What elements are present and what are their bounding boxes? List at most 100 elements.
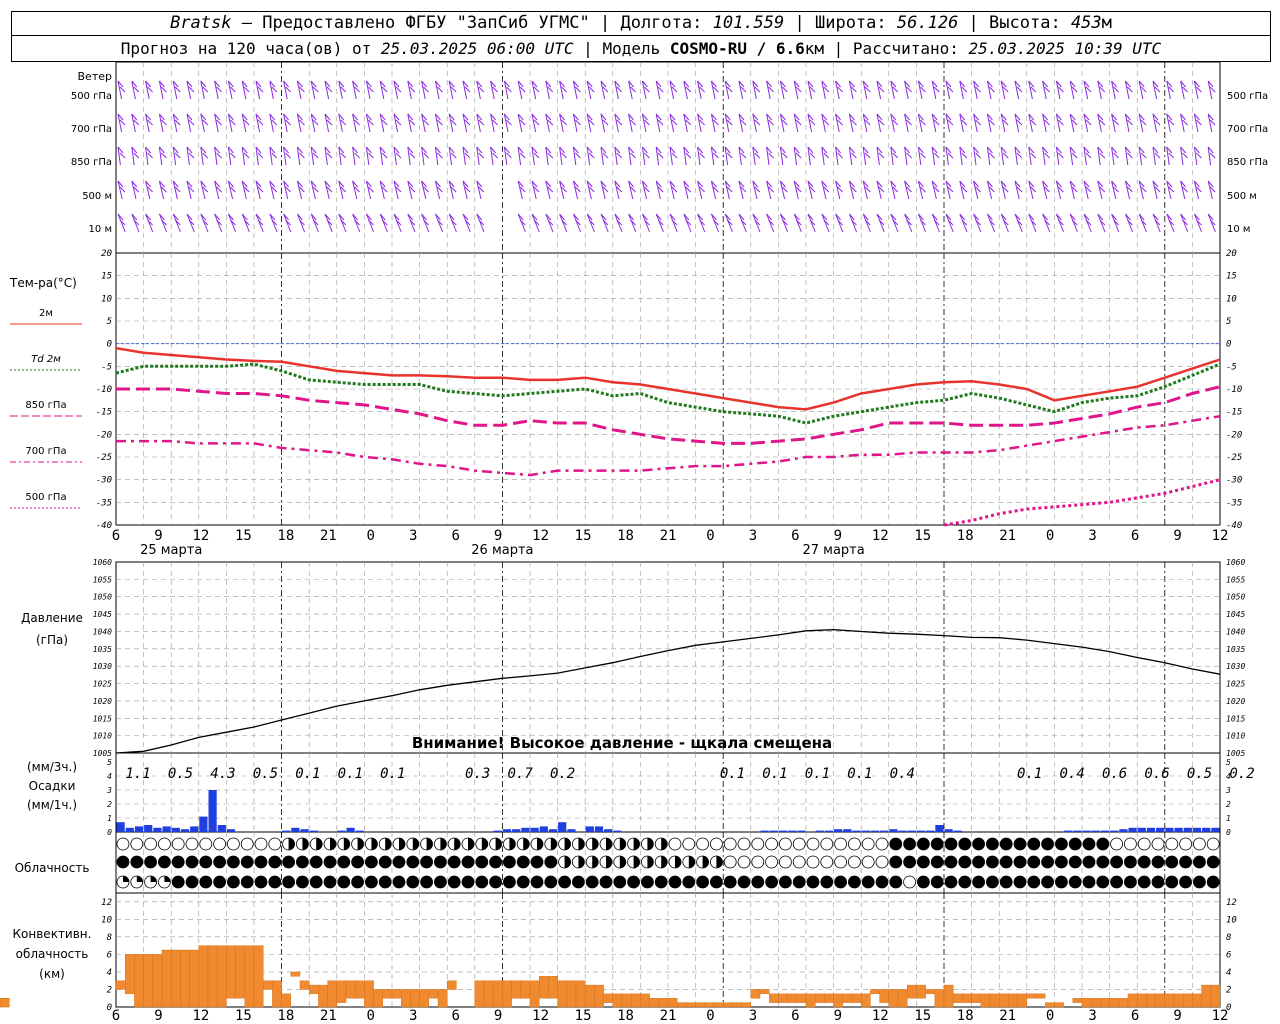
wind-barb-flag	[490, 80, 496, 88]
conv-bar	[253, 945, 264, 1008]
wind-barb-staff	[1069, 113, 1075, 133]
wind-barb-staff	[848, 113, 854, 133]
wind-barb-flag	[464, 219, 471, 226]
wind-barb-flag	[849, 146, 855, 154]
wind-barb-staff	[296, 146, 301, 166]
hour-label-bottom: 0	[706, 1008, 714, 1024]
wind-barb-flag	[368, 219, 374, 226]
wind-barb-flag	[1099, 186, 1106, 193]
wind-barb-staff	[117, 113, 123, 133]
wind-barb-flag	[228, 180, 234, 188]
wind-barb-flag	[1182, 219, 1188, 226]
wind-barb-staff	[255, 146, 259, 166]
wind-barb-staff	[1014, 113, 1020, 133]
cloud-circle	[779, 855, 792, 869]
wind-barb-staff	[379, 146, 384, 166]
wind-barb-staff	[476, 180, 482, 200]
wind-barb-flag	[616, 152, 623, 159]
precip-total: 0.3	[465, 766, 490, 782]
wind-barb-flag	[379, 213, 386, 221]
wind-barb-staff	[1193, 113, 1199, 133]
precip-total: 0.4	[890, 766, 915, 782]
wind-barb-staff	[945, 113, 951, 133]
precip-bars	[116, 790, 1220, 832]
conv-bar	[980, 993, 991, 1008]
conv-bar	[161, 949, 172, 1008]
wind-barb-staff	[296, 213, 306, 233]
press-tick: 1060	[93, 558, 112, 567]
wind-barb-staff	[145, 80, 150, 100]
wind-barb-staff	[1180, 213, 1189, 233]
cloud-half	[564, 856, 571, 868]
cloud-circle	[502, 875, 516, 889]
cloud-circle	[282, 855, 296, 869]
wind-barb-flag	[1085, 86, 1092, 93]
conv-bar	[318, 984, 328, 1008]
wind-barb-staff	[697, 213, 706, 233]
wind-barb-flag	[326, 152, 333, 159]
wind-barb-flag	[655, 80, 662, 88]
wind-barb-flag	[671, 86, 678, 93]
wind-barb-flag	[657, 86, 664, 93]
wind-barb-flag	[1194, 146, 1200, 154]
wind-barb-staff	[1000, 80, 1006, 100]
temp-tick: 15	[101, 272, 112, 282]
cloud-circle	[861, 855, 875, 869]
wind-barb-flag	[823, 152, 830, 159]
hour-label-bottom: 3	[1088, 1008, 1096, 1024]
hour-label: 0	[706, 528, 714, 544]
wind-barb-staff	[586, 146, 591, 166]
wind-barb-flag	[1154, 186, 1161, 193]
wind-barb-staff	[1083, 80, 1089, 100]
conv-bar	[916, 984, 926, 999]
conv-bar	[382, 989, 393, 999]
wind-barb-flag	[216, 186, 222, 193]
cloud-circle	[1068, 855, 1082, 869]
wind-barb-flag	[1028, 80, 1035, 88]
cloud-half	[426, 838, 433, 850]
wind-barb-flag	[517, 113, 524, 121]
wind-barb-flag	[476, 113, 483, 121]
conv-bar	[851, 993, 862, 1003]
wind-barb-flag	[575, 86, 581, 93]
wind-barb-staff	[917, 213, 927, 233]
conv-bar	[483, 980, 494, 1008]
cloud-circle	[696, 875, 709, 889]
cloud-circle	[1206, 855, 1220, 869]
wind-barb-staff	[517, 80, 523, 100]
wind-barb-staff	[862, 113, 868, 133]
wind-barb-staff	[1042, 180, 1048, 200]
wind-barb-flag	[1028, 113, 1035, 121]
wind-barb-flag	[1166, 80, 1173, 88]
wind-barb-flag	[188, 152, 195, 159]
wind-barb-staff	[1207, 80, 1213, 100]
cloud-circle	[1082, 855, 1096, 869]
wind-barb-flag	[324, 113, 331, 121]
wind-barb-flag	[147, 86, 153, 93]
wind-barb-staff	[1014, 213, 1023, 233]
wind-barb-flag	[435, 180, 441, 188]
wind-barb-flag	[1099, 86, 1106, 93]
wind-barb-staff	[1083, 146, 1087, 166]
cloud-half	[454, 838, 461, 850]
wind-barb-flag	[285, 119, 291, 126]
wind-barb-flag	[269, 213, 276, 221]
wind-barb-flag	[726, 119, 733, 126]
wind-barb-flag	[145, 80, 151, 88]
wind-barb-flag	[795, 186, 802, 193]
conv-bar	[815, 993, 825, 1003]
conv-bar	[1118, 998, 1129, 1008]
wind-barb-flag	[423, 186, 429, 193]
wind-barb-flag	[657, 219, 664, 226]
cloud-circle	[157, 837, 171, 851]
wind-barb-flag	[533, 152, 540, 159]
hour-label: 12	[532, 528, 549, 544]
wind-barb-flag	[573, 180, 579, 188]
wind-barb-staff	[145, 213, 154, 233]
cloud-circle	[1110, 855, 1123, 869]
conv-bar	[686, 1002, 696, 1008]
wind-barb-flag	[545, 80, 552, 88]
conv-tick: 4	[107, 968, 112, 978]
wind-barb-flag	[1044, 186, 1050, 193]
cloud-circle	[889, 837, 903, 851]
